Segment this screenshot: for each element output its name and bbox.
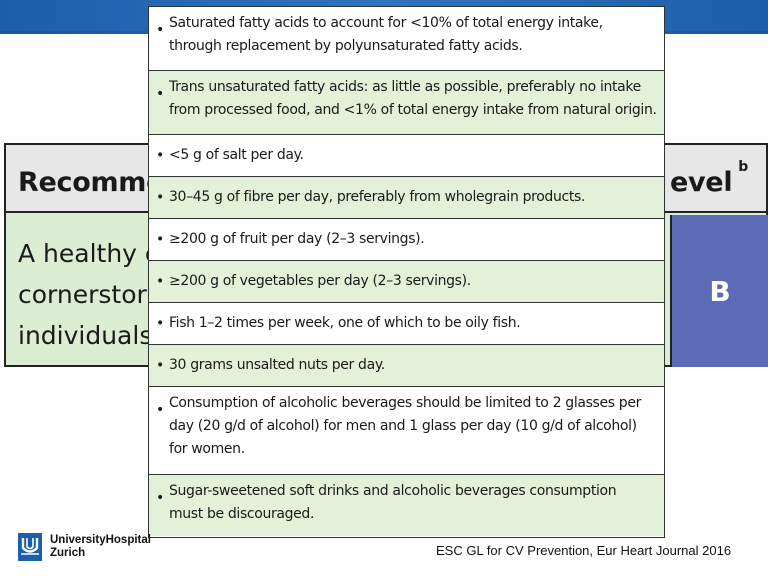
recommendation-text: A healthy c cornerstor individuals.: [18, 233, 158, 356]
guideline-line: Sugar-sweetened soft drinks and alcoholi…: [169, 483, 617, 499]
recommendation-line: A healthy c: [18, 239, 158, 268]
citation: ESC GL for CV Prevention, Eur Heart Jour…: [436, 543, 732, 558]
guideline-line: from processed food, and <1% of total en…: [169, 102, 657, 118]
bullet: •: [156, 189, 165, 205]
university-hospital-logo-icon: [18, 533, 42, 561]
bullet: •: [156, 402, 165, 418]
guideline-row: • Sugar-sweetened soft drinks and alcoho…: [149, 475, 664, 536]
header-level-superscript: b: [738, 159, 749, 175]
guideline-row: • Fish 1–2 times per week, one of which …: [149, 303, 664, 345]
logo-line-1: UniversityHospital: [50, 534, 151, 546]
level-cell: B: [670, 215, 768, 367]
guideline-line: Saturated fatty acids to account for <10…: [169, 15, 603, 31]
guideline-line: Trans unsaturated fatty acids: as little…: [169, 79, 641, 95]
guideline-line: Fish 1–2 times per week, one of which to…: [169, 315, 521, 331]
bullet: •: [156, 86, 165, 102]
header-recommendations: Recomme: [18, 167, 165, 198]
guideline-line: 30 grams unsalted nuts per day.: [169, 357, 385, 373]
bullet: •: [156, 315, 165, 331]
recommendation-line: cornerstor: [18, 280, 147, 309]
guideline-row: • Trans unsaturated fatty acids: as litt…: [149, 71, 664, 135]
dietary-guidelines-box: • Saturated fatty acids to account for <…: [148, 6, 665, 538]
guideline-line: day (20 g/d of alcohol) for men and 1 gl…: [169, 418, 637, 434]
bullet: •: [156, 147, 165, 163]
guideline-line: through replacement by polyunsaturated f…: [169, 38, 523, 54]
guideline-row: • <5 g of salt per day.: [149, 135, 664, 177]
guideline-line: ≥200 g of vegetables per day (2–3 servin…: [169, 273, 471, 289]
header-level: evel b: [670, 159, 749, 198]
guideline-line: 30–45 g of fibre per day, preferably fro…: [169, 189, 586, 205]
guideline-line: <5 g of salt per day.: [169, 147, 304, 163]
bullet: •: [156, 490, 165, 506]
bullet: •: [156, 22, 165, 38]
guideline-line: Consumption of alcoholic beverages shoul…: [169, 395, 641, 411]
logo-line-2: Zurich: [50, 547, 86, 559]
guideline-row: • ≥200 g of fruit per day (2–3 servings)…: [149, 219, 664, 261]
recommendation-line: individuals.: [18, 321, 158, 350]
guideline-line: ≥200 g of fruit per day (2–3 servings).: [169, 231, 425, 247]
guideline-line: for women.: [169, 441, 245, 457]
guideline-row: • Consumption of alcoholic beverages sho…: [149, 387, 664, 475]
guideline-row: • 30–45 g of fibre per day, preferably f…: [149, 177, 664, 219]
bullet: •: [156, 357, 165, 373]
logo-text: UniversityHospital Zurich: [50, 534, 151, 560]
guideline-line: must be discouraged.: [169, 506, 315, 522]
guideline-row: • Saturated fatty acids to account for <…: [149, 7, 664, 71]
bullet: •: [156, 231, 165, 247]
bullet: •: [156, 273, 165, 289]
guideline-row: • ≥200 g of vegetables per day (2–3 serv…: [149, 261, 664, 303]
guideline-row: • 30 grams unsalted nuts per day.: [149, 345, 664, 387]
